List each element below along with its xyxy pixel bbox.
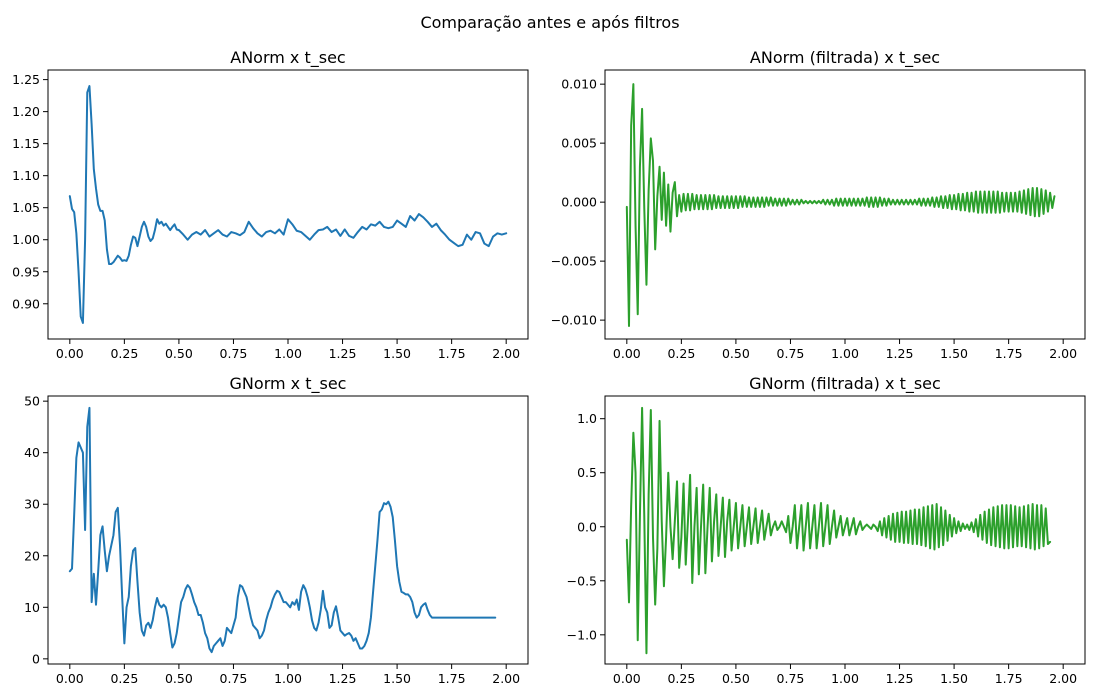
x-tick-label: 1.00 (274, 671, 302, 686)
x-tick-label: 1.00 (831, 346, 859, 361)
y-tick-label: 0.90 (12, 296, 40, 311)
y-tick-label: 1.05 (12, 200, 40, 215)
chart-title-anorm: ANorm x t_sec (230, 48, 345, 68)
y-tick-label: 10 (24, 600, 40, 615)
y-tick-label: 1.10 (12, 168, 40, 183)
x-tick-label: 0.50 (722, 346, 750, 361)
x-tick-label: 1.75 (438, 346, 466, 361)
x-tick-label: 0.00 (56, 671, 84, 686)
figure-suptitle: Comparação antes e após filtros (420, 13, 679, 32)
chart-title-gnorm-filtrada: GNorm (filtrada) x t_sec (749, 374, 941, 394)
x-tick-label: 1.25 (886, 346, 914, 361)
y-tick-label: −0.005 (551, 254, 597, 269)
x-tick-label: 2.00 (492, 346, 520, 361)
chart-panel-gnorm-filtrada: GNorm (filtrada) x t_sec 0.00 0.25 0.50 0.75… (567, 374, 1086, 686)
x-tick-label: 0.75 (777, 671, 805, 686)
x-tick-label: 1.75 (995, 346, 1023, 361)
x-tick-label: 0.50 (722, 671, 750, 686)
x-tick-label: 1.25 (329, 346, 357, 361)
x-tick-label: 0.00 (613, 346, 641, 361)
x-tick-label: 1.50 (940, 671, 968, 686)
y-tick-label: 0.5 (577, 465, 597, 480)
x-tick-label: 1.00 (274, 346, 302, 361)
x-tick-label: 1.25 (329, 671, 357, 686)
y-tick-label: 0 (32, 651, 40, 666)
series-line-gnorm (68, 406, 497, 654)
y-tick-label: 40 (24, 445, 40, 460)
x-tick-label: 1.75 (995, 671, 1023, 686)
y-tick-label: 1.20 (12, 104, 40, 119)
x-tick-label: 2.00 (492, 671, 520, 686)
y-tick-label: −1.0 (567, 627, 597, 642)
series-line-anorm-filtrada (625, 83, 1056, 328)
chart-panel-anorm: ANorm x t_sec 0.00 0.25 0.50 0.75 1.00 1.25 1.5… (12, 48, 529, 361)
x-tick-label: 0.75 (220, 671, 248, 686)
y-tick-label: 1.15 (12, 136, 40, 151)
y-tick-label: 0.95 (12, 264, 40, 279)
x-tick-label: 1.50 (383, 346, 411, 361)
y-tick-label: 1.0 (577, 411, 597, 426)
x-tick-label: 0.00 (613, 671, 641, 686)
x-tick-label: 1.00 (831, 671, 859, 686)
x-tick-label: 2.00 (1049, 346, 1077, 361)
x-tick-label: 1.50 (940, 346, 968, 361)
x-tick-label: 0.25 (110, 671, 138, 686)
chart-panel-gnorm: GNorm x t_sec 0.00 0.25 0.50 0.75 1.00 1.25 1.5… (24, 374, 529, 686)
x-tick-label: 0.50 (165, 346, 193, 361)
y-tick-label: 0.010 (561, 77, 597, 92)
x-tick-label: 0.25 (667, 346, 695, 361)
x-tick-label: 0.00 (56, 346, 84, 361)
chart-panel-anorm-filtrada: ANorm (filtrada) x t_sec 0.00 0.25 0.50 0.75… (551, 48, 1086, 361)
y-tick-label: −0.010 (551, 313, 597, 328)
x-tick-label: 0.25 (110, 346, 138, 361)
y-tick-label: 30 (24, 497, 40, 512)
y-tick-label: −0.5 (567, 573, 597, 588)
y-tick-label: 20 (24, 548, 40, 563)
x-tick-label: 1.75 (438, 671, 466, 686)
y-tick-label: 50 (24, 394, 40, 409)
x-tick-label: 1.50 (383, 671, 411, 686)
x-tick-label: 0.75 (777, 346, 805, 361)
y-tick-label: 0.005 (561, 136, 597, 151)
x-tick-label: 0.75 (220, 346, 248, 361)
y-tick-label: 0.0 (577, 519, 597, 534)
axes-frame-anorm (47, 69, 529, 340)
x-tick-label: 1.25 (886, 671, 914, 686)
series-line-gnorm-filtrada (625, 406, 1052, 655)
y-tick-label: 1.00 (12, 232, 40, 247)
chart-title-gnorm: GNorm x t_sec (230, 374, 347, 394)
y-tick-label: 0.000 (561, 195, 597, 210)
x-tick-label: 2.00 (1049, 671, 1077, 686)
x-tick-label: 0.25 (667, 671, 695, 686)
x-tick-label: 0.50 (165, 671, 193, 686)
y-tick-label: 1.25 (12, 72, 40, 87)
chart-title-anorm-filtrada: ANorm (filtrada) x t_sec (750, 48, 940, 68)
series-line-anorm (68, 85, 508, 324)
